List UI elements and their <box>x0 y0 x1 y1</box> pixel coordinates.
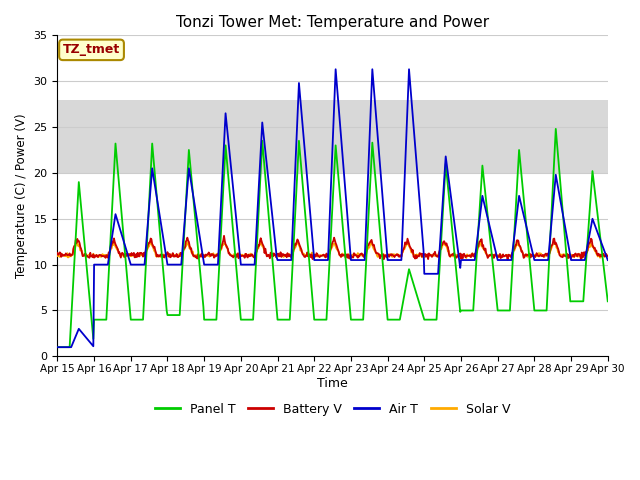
Title: Tonzi Tower Met: Temperature and Power: Tonzi Tower Met: Temperature and Power <box>176 15 489 30</box>
Legend: Panel T, Battery V, Air T, Solar V: Panel T, Battery V, Air T, Solar V <box>150 398 515 420</box>
Bar <box>58 99 608 173</box>
Y-axis label: Temperature (C) / Power (V): Temperature (C) / Power (V) <box>15 114 28 278</box>
X-axis label: Time: Time <box>317 377 348 390</box>
Text: TZ_tmet: TZ_tmet <box>63 43 120 56</box>
